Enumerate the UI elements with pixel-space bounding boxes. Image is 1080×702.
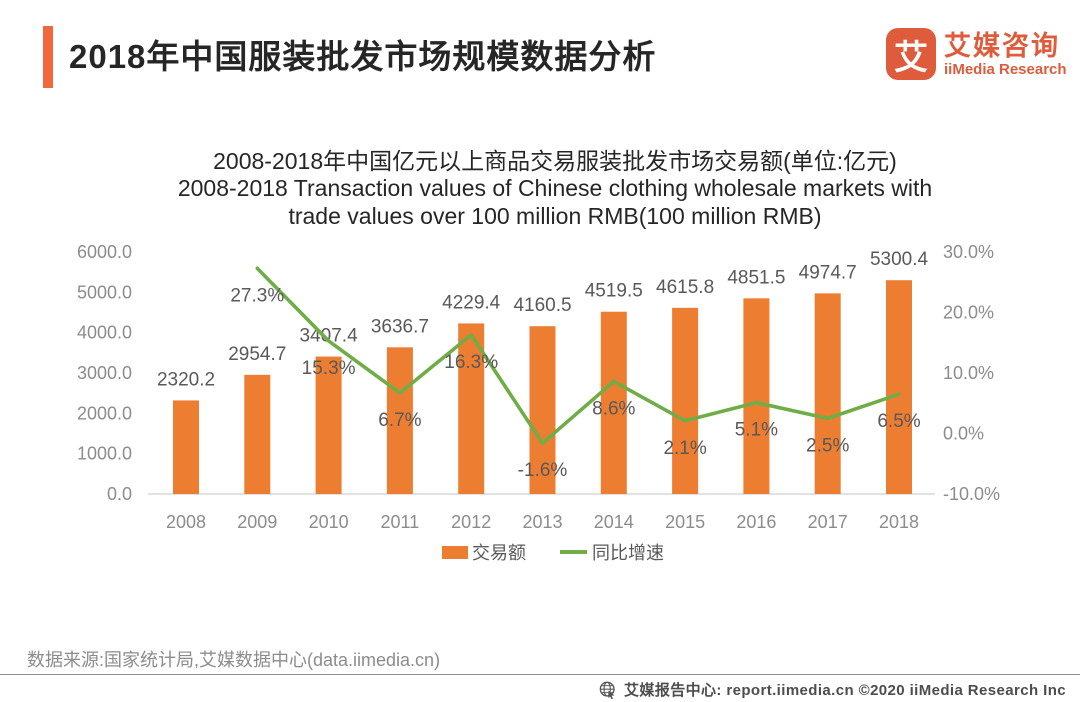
brand-name: 艾媒咨询 iiMedia Research — [944, 31, 1067, 78]
svg-text:2011: 2011 — [381, 512, 420, 532]
svg-text:15.3%: 15.3% — [302, 358, 356, 379]
svg-text:1000.0: 1000.0 — [77, 444, 132, 464]
brand-name-en: iiMedia Research — [944, 60, 1067, 78]
svg-text:2013: 2013 — [522, 512, 562, 532]
footer-credit-text: 艾媒报告中心: report.iimedia.cn ©2020 iiMedia … — [624, 682, 1066, 699]
svg-text:4160.5: 4160.5 — [513, 295, 571, 316]
chart-canvas: 0.0 1000.0 2000.0 3000.0 4000.0 5000.0 6000.0 -… — [77, 242, 1000, 563]
svg-text:4519.5: 4519.5 — [585, 281, 643, 302]
brand-name-cn: 艾媒咨询 — [944, 30, 1060, 61]
svg-text:4974.7: 4974.7 — [799, 262, 857, 283]
svg-text:6000.0: 6000.0 — [77, 242, 132, 262]
svg-text:8.6%: 8.6% — [592, 398, 635, 419]
svg-text:2954.7: 2954.7 — [228, 344, 286, 365]
svg-text:2009: 2009 — [237, 512, 277, 532]
svg-text:2012: 2012 — [451, 512, 491, 532]
svg-text:5000.0: 5000.0 — [77, 282, 132, 302]
page-title: 2018年中国服装批发市场规模数据分析 — [69, 38, 657, 75]
svg-text:4229.4: 4229.4 — [442, 292, 501, 313]
data-source-note: 数据来源:国家统计局,艾媒数据中心(data.iimedia.cn) — [27, 650, 441, 670]
brand-logo: 艾 艾媒咨询 iiMedia Research — [886, 28, 1067, 80]
svg-text:2015: 2015 — [665, 512, 705, 532]
svg-text:2000.0: 2000.0 — [77, 403, 132, 423]
svg-text:3636.7: 3636.7 — [371, 316, 429, 337]
svg-text:2016: 2016 — [736, 512, 776, 532]
globe-cursor-icon — [599, 681, 615, 699]
footer-credit: 艾媒报告中心: report.iimedia.cn ©2020 iiMedia … — [598, 679, 1066, 700]
svg-text:4851.5: 4851.5 — [727, 267, 785, 288]
svg-text:2018: 2018 — [879, 512, 919, 532]
svg-text:2008: 2008 — [166, 512, 206, 532]
svg-text:交易额: 交易额 — [472, 543, 526, 563]
svg-text:2.1%: 2.1% — [663, 438, 706, 459]
svg-text:10.0%: 10.0% — [943, 363, 994, 383]
chart-title-cn: 2008-2018年中国亿元以上商品交易服装批发市场交易额(单位:亿元) — [213, 148, 897, 174]
svg-text:0.0%: 0.0% — [943, 424, 984, 444]
svg-text:3000.0: 3000.0 — [77, 363, 132, 383]
svg-text:3407.4: 3407.4 — [300, 326, 359, 347]
svg-text:5300.4: 5300.4 — [870, 249, 929, 270]
svg-text:4615.8: 4615.8 — [656, 277, 714, 298]
svg-text:6.5%: 6.5% — [877, 411, 920, 432]
svg-text:2320.2: 2320.2 — [157, 369, 215, 390]
svg-text:5.1%: 5.1% — [735, 420, 778, 441]
svg-text:6.7%: 6.7% — [378, 410, 421, 431]
footer-divider — [0, 674, 1080, 675]
svg-text:4000.0: 4000.0 — [77, 323, 132, 343]
chart-title-en-line2: trade values over 100 million RMB(100 mi… — [288, 202, 822, 229]
svg-text:-10.0%: -10.0% — [943, 484, 1000, 504]
svg-text:2010: 2010 — [309, 512, 349, 532]
chart-title-en-line1: 2008-2018 Transaction values of Chinese … — [177, 175, 933, 201]
iimedia-logo-icon: 艾 — [886, 28, 936, 80]
svg-text:2017: 2017 — [808, 512, 848, 532]
svg-text:-1.6%: -1.6% — [518, 460, 568, 481]
chart-title-block: 2008-2018年中国亿元以上商品交易服装批发市场交易额(单位:亿元) 200… — [60, 148, 1050, 230]
logo-glyph: 艾 — [894, 38, 928, 77]
svg-text:2014: 2014 — [594, 512, 634, 532]
svg-text:27.3%: 27.3% — [230, 285, 284, 306]
svg-text:2.5%: 2.5% — [806, 435, 849, 456]
svg-text:16.3%: 16.3% — [444, 352, 498, 373]
title-accent-bar — [43, 26, 53, 88]
svg-text:同比增速: 同比增速 — [592, 543, 664, 563]
svg-text:0.0: 0.0 — [107, 484, 132, 504]
svg-text:20.0%: 20.0% — [943, 303, 994, 323]
svg-text:30.0%: 30.0% — [943, 242, 994, 262]
